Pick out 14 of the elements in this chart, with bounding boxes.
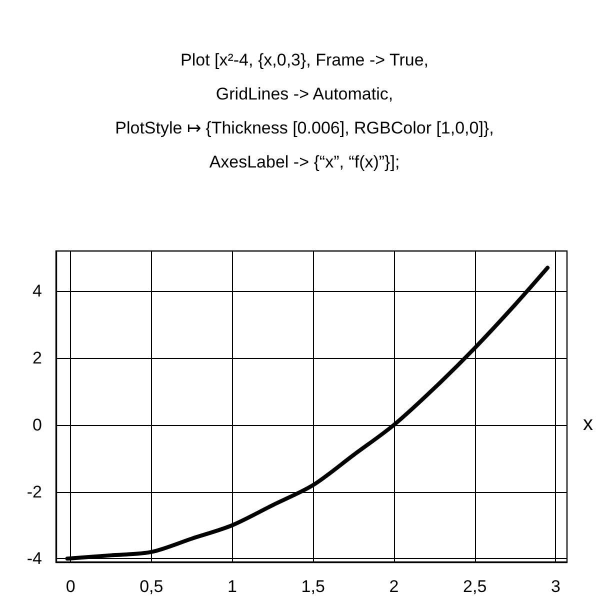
y-tick-label: -4	[26, 549, 42, 568]
y-tick-label: 0	[32, 415, 42, 434]
y-tick-label: 2	[32, 348, 42, 368]
x-tick-label: 2	[389, 577, 399, 596]
x-axis-title: x	[583, 412, 593, 435]
x-tick-label: 0,5	[140, 577, 164, 596]
x-tick-label: 1,5	[301, 577, 325, 596]
x-tick-label: 2,5	[463, 577, 487, 596]
x-tick-label: 1	[228, 577, 237, 596]
y-tick-label: -2	[26, 482, 42, 502]
x-tick-label: 0	[66, 577, 76, 596]
chart-title: Plot [x²-4, {x,0,3}, Frame -> True, GridLines -> Automatic, PlotStyle ↦ {Thickness [0.006], RGBColor [1,0,0]}, AxesLabel -> {“x”, “f(x)”}];	[115, 50, 494, 172]
x-tick-label: 3	[550, 577, 560, 596]
y-tick-label: 4	[32, 282, 42, 301]
